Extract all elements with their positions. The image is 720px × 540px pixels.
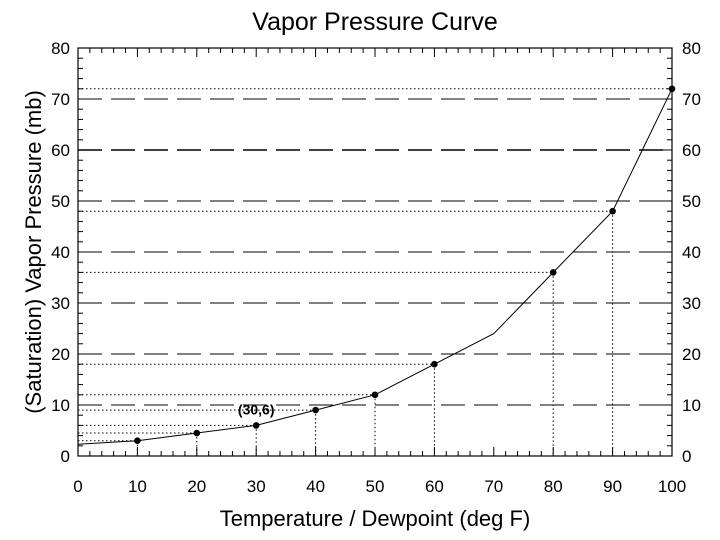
x-tick-label: 70 [484,477,503,496]
x-tick-label: 0 [73,477,82,496]
plot-frame [77,47,673,457]
x-tick-label: 80 [544,477,563,496]
drop-lines [78,88,673,456]
chart-title: Vapor Pressure Curve [252,8,497,36]
y-tick-label-right: 0 [682,447,691,466]
y-tick-label-right: 70 [682,90,701,109]
x-tick-label: 40 [306,477,325,496]
y-axis-label: (Saturation) Vapor Pressure (mb) [21,90,46,414]
data-point [549,269,557,276]
x-tick-label: 50 [366,477,385,496]
series-line [77,88,673,445]
y-tick-label-right: 20 [682,345,701,364]
data-point [193,429,201,437]
data-point [312,406,319,414]
y-tick-label-left: 50 [51,192,70,211]
y-tick-label-left: 40 [51,243,70,262]
y-tick-label-right: 30 [682,294,701,313]
x-axis-label: Temperature / Dewpoint (deg F) [220,506,531,531]
x-tick-label: 30 [247,477,266,496]
y-tick-label-left: 80 [51,39,70,58]
y-tick-label-right: 60 [682,141,701,160]
x-tick-label: 60 [425,477,444,496]
data-point [371,391,379,399]
y-tick-label-left: 60 [51,141,70,160]
data-point [431,360,438,368]
data-point [609,207,616,215]
x-tick-label: 20 [187,477,206,496]
y-tick-label-right: 10 [682,396,701,415]
grid-lines [78,98,672,406]
y-tick-label-left: 70 [51,90,70,109]
annotations: (30,6) [238,401,275,417]
data-point [252,422,260,429]
x-tick-label: 10 [128,477,147,496]
y-tick-label-right: 50 [682,192,701,211]
y-tick-label-right: 40 [682,243,701,262]
x-tick-label: 90 [603,477,622,496]
point-annotation: (30,6) [238,401,275,417]
y-tick-label-left: 10 [51,396,70,415]
data-point [134,437,141,445]
data-markers [134,85,676,445]
x-tick-label: 100 [658,477,686,496]
y-tick-label-left: 0 [61,447,70,466]
y-tick-label-right: 80 [682,39,701,58]
y-tick-label-left: 20 [51,345,70,364]
y-tick-label-left: 30 [51,294,70,313]
